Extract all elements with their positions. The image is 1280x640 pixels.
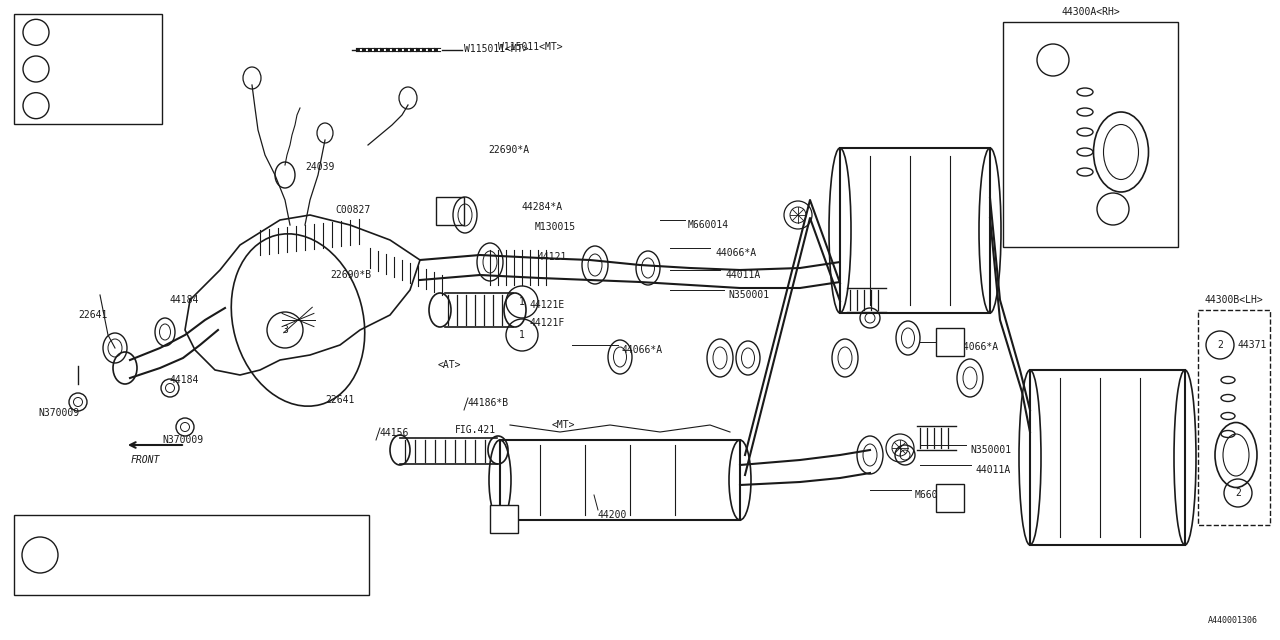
Text: 2: 2	[1110, 204, 1116, 214]
Text: 2: 2	[1217, 340, 1222, 350]
Text: N370009: N370009	[38, 408, 79, 418]
Text: FIG.421: FIG.421	[454, 425, 497, 435]
Text: N350001: N350001	[728, 290, 769, 300]
Text: 44156: 44156	[380, 428, 410, 438]
Text: A440001306: A440001306	[1208, 616, 1258, 625]
Text: 44371: 44371	[1075, 55, 1105, 65]
Text: 44300B<LH>: 44300B<LH>	[1204, 295, 1263, 305]
Text: 44186*B: 44186*B	[468, 398, 509, 408]
Text: 44371: 44371	[1238, 340, 1267, 350]
Text: 1: 1	[33, 28, 38, 37]
Text: 44200: 44200	[598, 510, 627, 520]
Text: 44121F: 44121F	[530, 318, 566, 328]
Text: 44121E: 44121E	[530, 300, 566, 310]
Text: W115011<MT>: W115011<MT>	[465, 44, 529, 54]
Text: 24039: 24039	[305, 162, 334, 172]
Text: 0101S*B: 0101S*B	[64, 28, 105, 37]
Text: 1: 1	[520, 330, 525, 340]
Text: 44300A<RH>: 44300A<RH>	[1061, 7, 1120, 17]
Bar	[436, 197, 465, 225]
Text: W115011<MT>: W115011<MT>	[498, 42, 563, 52]
Bar	[936, 484, 964, 512]
Text: N370009: N370009	[163, 435, 204, 445]
Text: 22690*B: 22690*B	[330, 270, 371, 280]
Text: 3: 3	[282, 325, 288, 335]
Text: M250076: M250076	[64, 100, 105, 111]
Text: <AT>: <AT>	[438, 360, 462, 370]
Text: 44184: 44184	[170, 375, 200, 385]
Text: 1: 1	[520, 297, 525, 307]
Text: B: B	[947, 337, 954, 347]
Text: 22690*A: 22690*A	[488, 145, 529, 155]
Text: 4: 4	[37, 550, 44, 560]
Text: 44066*A: 44066*A	[622, 345, 663, 355]
Text: A: A	[500, 514, 507, 524]
Bar	[1004, 22, 1178, 247]
Text: 22641: 22641	[78, 310, 108, 320]
Text: 44284*A: 44284*A	[522, 202, 563, 212]
Text: FRONT: FRONT	[131, 455, 160, 465]
Text: C00827: C00827	[335, 205, 370, 215]
Text: 44184: 44184	[170, 295, 200, 305]
Text: N350001: N350001	[970, 445, 1011, 455]
Text: M660014: M660014	[689, 220, 730, 230]
Bar	[490, 505, 518, 533]
Text: 0100S*A: 0100S*A	[64, 64, 105, 74]
Text: B: B	[947, 493, 954, 503]
Text: 44066*B (05MY0408-      ): 44066*B (05MY0408- )	[72, 569, 219, 579]
Text: 2: 2	[33, 64, 38, 74]
Text: <MT>: <MT>	[552, 420, 576, 430]
Text: 2: 2	[1235, 488, 1240, 498]
Bar	[936, 328, 964, 356]
Text: 44011A: 44011A	[975, 465, 1010, 475]
Text: 2: 2	[1050, 55, 1056, 65]
Bar	[1030, 370, 1185, 545]
Text: 44066*A (05MY-05MY0407): 44066*A (05MY-05MY0407)	[72, 532, 207, 541]
Text: 44066*A: 44066*A	[957, 342, 1000, 352]
Text: 22641: 22641	[325, 395, 355, 405]
Text: M660014: M660014	[915, 490, 956, 500]
Bar	[840, 148, 989, 313]
Bar	[14, 14, 163, 124]
Text: 3: 3	[33, 100, 38, 111]
Bar	[1198, 310, 1270, 525]
Text: 44121: 44121	[538, 252, 567, 262]
Text: 44066*A: 44066*A	[716, 248, 756, 258]
Text: M130015: M130015	[535, 222, 576, 232]
Bar	[14, 515, 369, 595]
Bar	[500, 440, 740, 520]
Text: A: A	[447, 206, 453, 216]
Text: 44011A: 44011A	[724, 270, 760, 280]
